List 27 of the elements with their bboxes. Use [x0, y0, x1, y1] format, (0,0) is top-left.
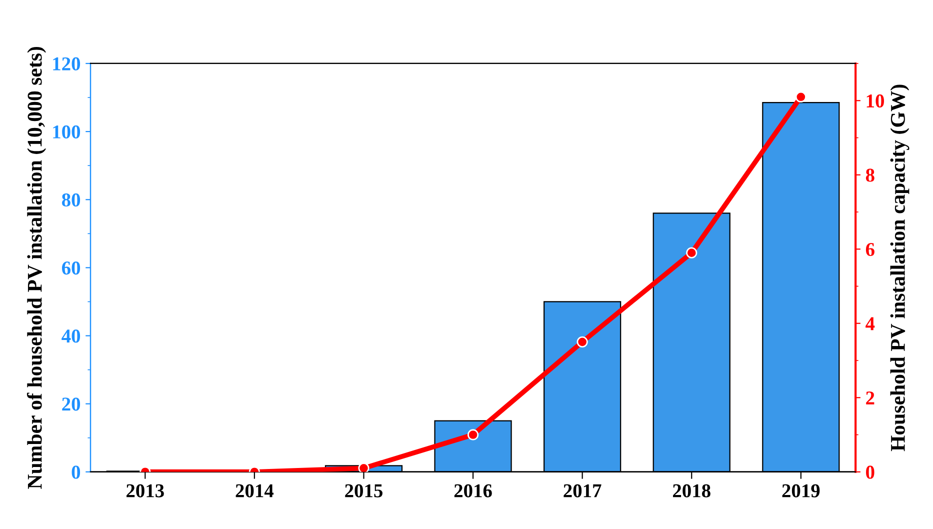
y-tick-label: 60: [62, 261, 80, 275]
y-axis-title: Number of household PV installation (10,000 sets): [26, 47, 46, 489]
y2-tick-label: 4: [866, 317, 875, 330]
x-tick-label: 2017: [564, 484, 602, 498]
y2-axis-title: Household PV installation capacity (GW): [890, 84, 910, 452]
y-tick-label: 120: [53, 57, 80, 70]
x-tick-label: 2015: [345, 484, 382, 498]
y-tick-label: 40: [62, 330, 80, 343]
x-tick-label: 2014: [236, 484, 274, 498]
y2-tick-label: 2: [866, 391, 874, 404]
x-tick-label: 2016: [454, 484, 492, 498]
point: [576, 336, 588, 348]
point: [467, 429, 479, 440]
y-tick-label: 80: [62, 193, 80, 207]
x-tick-label: 2013: [126, 484, 164, 498]
y-tick-label: 0: [72, 466, 80, 479]
y2-tick-label: 6: [866, 242, 874, 256]
y2-tick-label: 0: [866, 466, 874, 479]
y-tick-label: 100: [53, 125, 80, 138]
point: [686, 247, 698, 258]
y-tick-label: 20: [62, 398, 80, 411]
y2-tick-label: 8: [866, 168, 874, 182]
x-tick-label: 2018: [672, 484, 710, 498]
point: [358, 462, 370, 472]
y2-tick-label: 10: [866, 94, 884, 108]
x-tick-label: 2019: [782, 484, 820, 498]
point: [795, 91, 806, 102]
